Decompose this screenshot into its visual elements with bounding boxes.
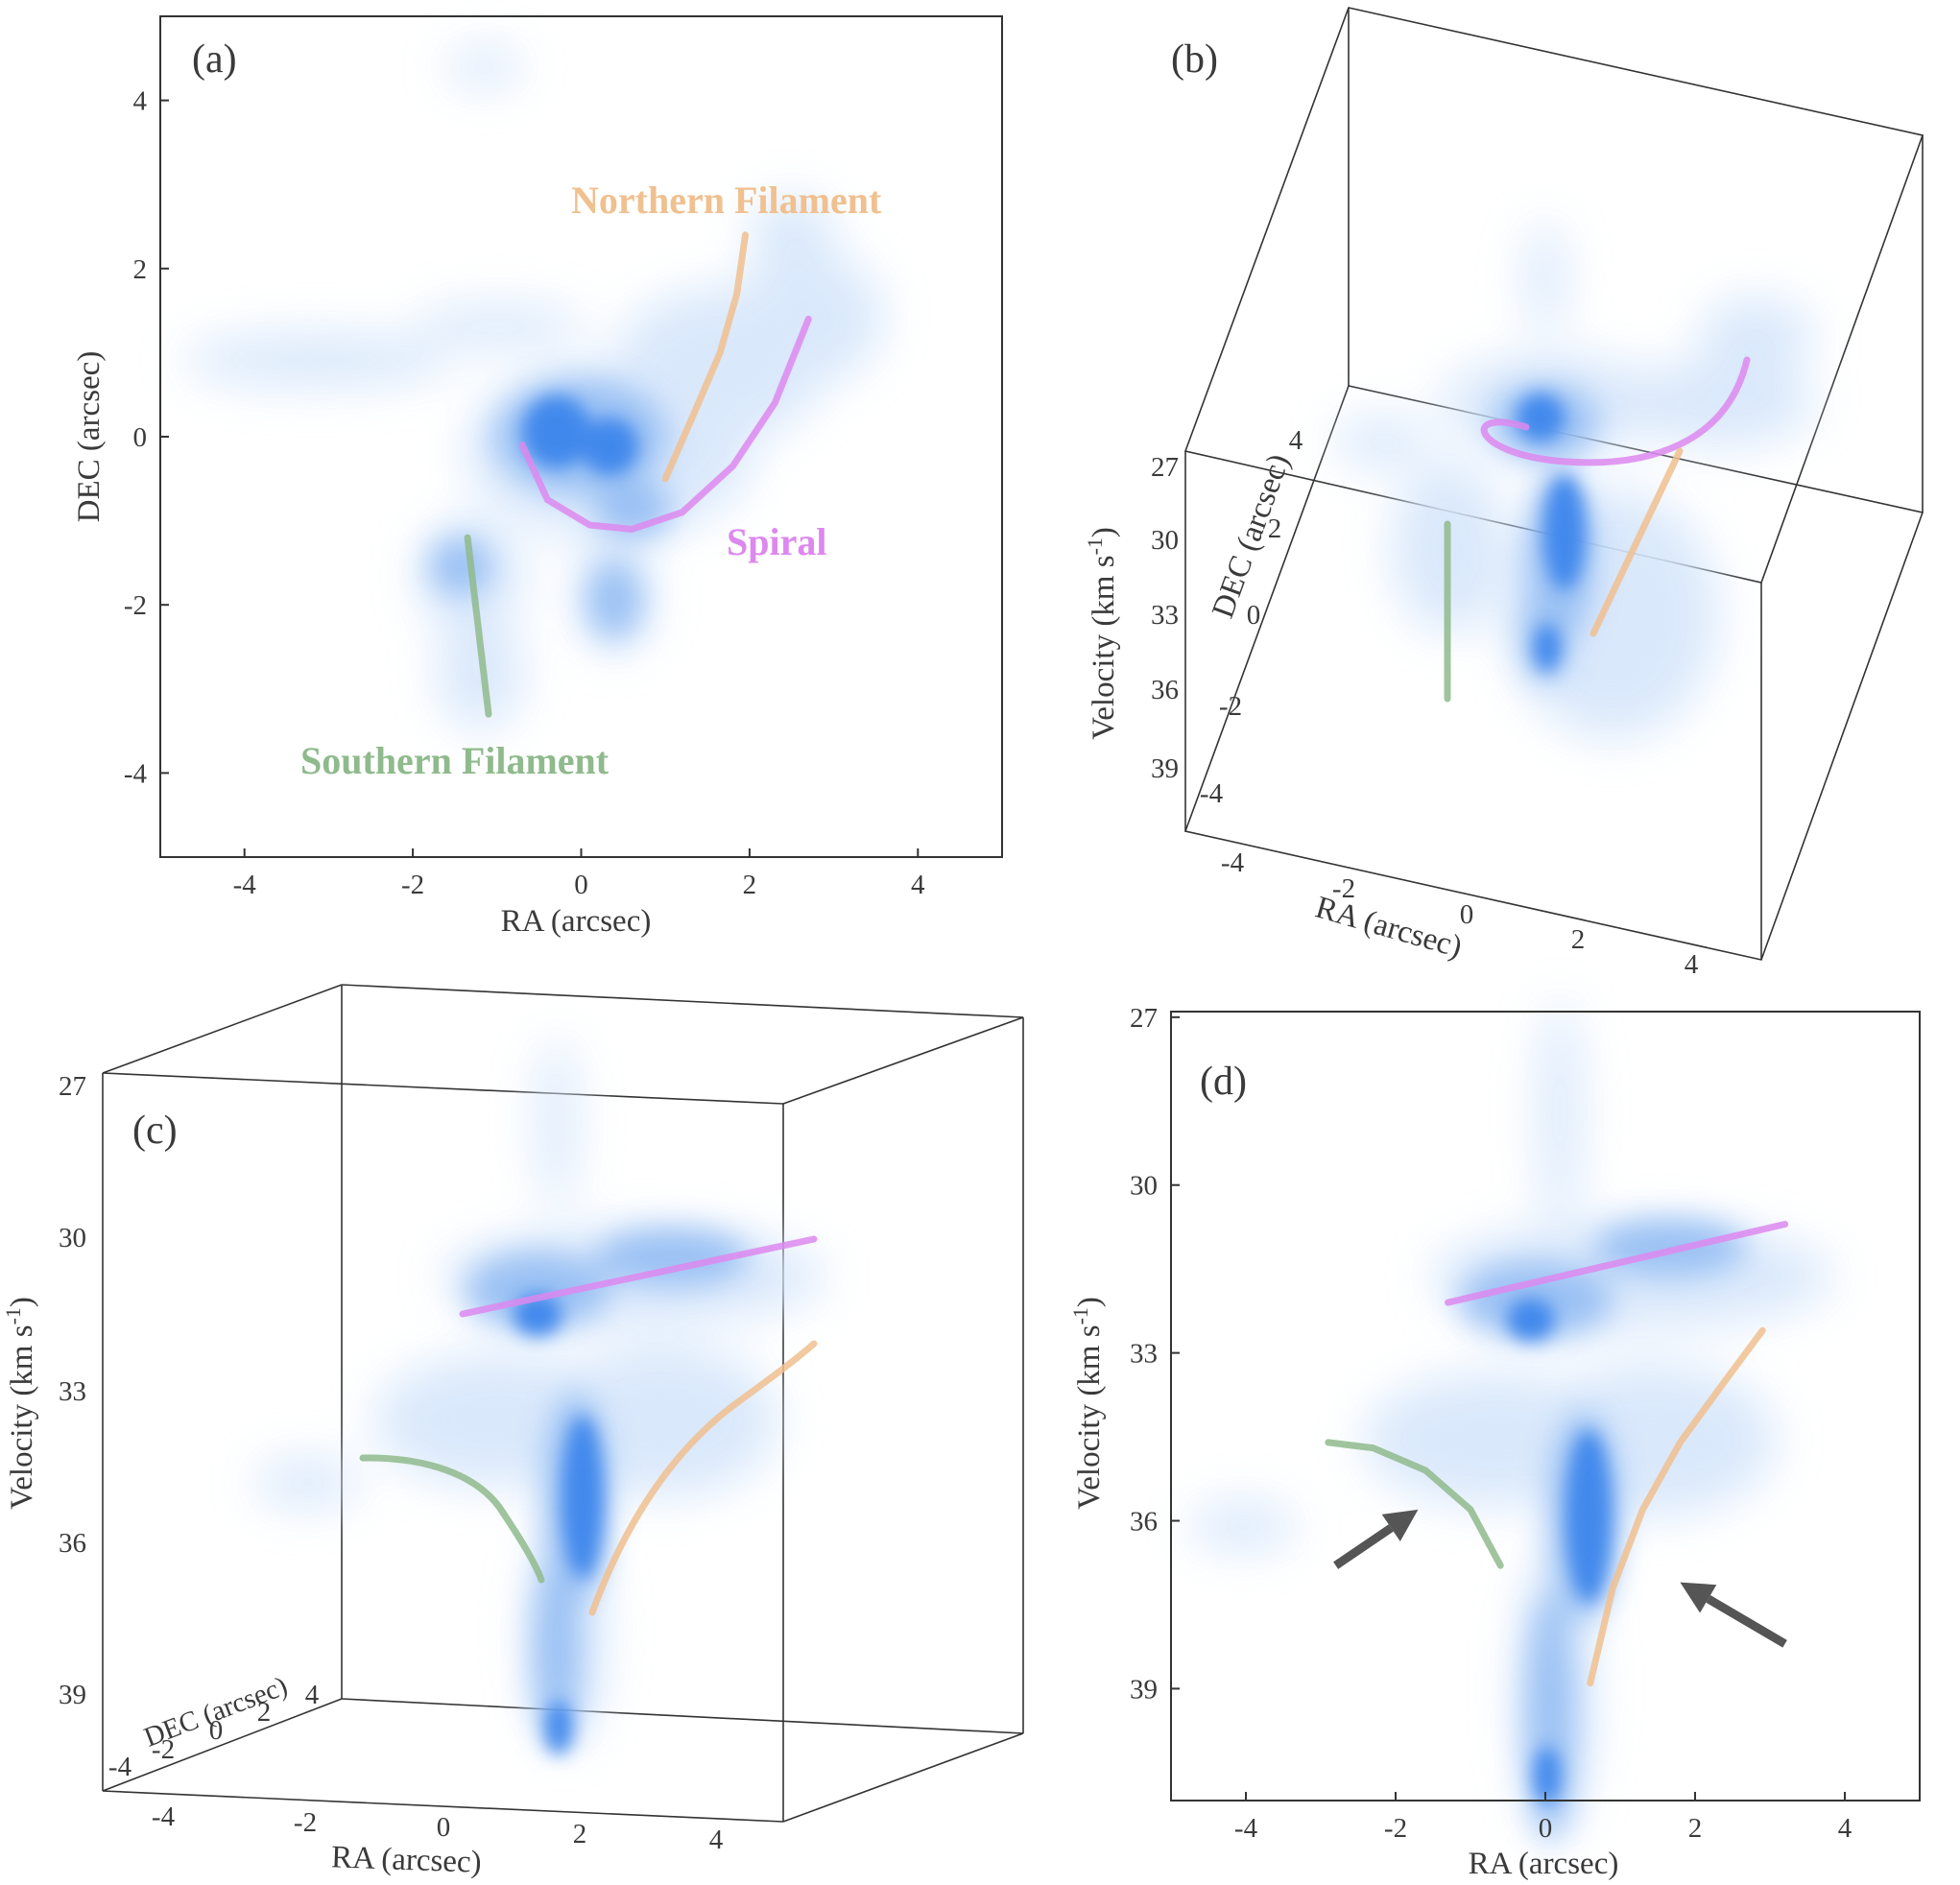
panel-d-xtick-label: -4 [1234, 1813, 1258, 1844]
panel-c-northern-filament-curve [588, 1340, 818, 1616]
panel-b-ylabel: Velocity (km s-1) [1083, 527, 1121, 740]
panel-d-xtick-label: 0 [1539, 1813, 1553, 1844]
panel-b-dec-tick: 0 [1247, 600, 1261, 631]
panel-a-ytick-label: 0 [133, 422, 148, 453]
panel-b-velocity-tick: 33 [1151, 600, 1179, 631]
panel-a-southern-filament-curve [464, 534, 492, 718]
panel-c-velocity-tick: 33 [59, 1376, 86, 1407]
panel-c-ra-tick: 0 [437, 1812, 451, 1843]
panel-d-xtick-label: 4 [1838, 1813, 1852, 1844]
panel-c-dec-tick: -4 [108, 1752, 132, 1782]
panel-d-ytick-label: 36 [1130, 1507, 1158, 1538]
panel-c-dec-tick: 2 [257, 1697, 272, 1728]
panel-b-velocity-tick: 30 [1151, 525, 1179, 556]
spiral-annotation: Spiral [727, 520, 826, 563]
panel-d-arrow-head [1381, 1509, 1419, 1541]
panel-b-label: (b) [1171, 37, 1218, 82]
panel-a-spiral-curve [518, 315, 812, 533]
panel-b-cube-edges [1183, 7, 1924, 961]
panel-a-ytick-label: 2 [133, 254, 148, 285]
panel-d-arrow-shaft [1706, 1594, 1787, 1648]
panel-a-xtick-label: 2 [743, 870, 757, 900]
panel-b-velocity-tick: 27 [1151, 452, 1179, 483]
panel-d-ytick-label: 27 [1130, 1003, 1158, 1034]
panel-c-ra-tick: 4 [709, 1825, 724, 1855]
panel-a-xtick-label: 4 [911, 870, 925, 900]
panel-c-cube-edges [102, 984, 1024, 1823]
panel-a-xlabel: RA (arcsec) [501, 904, 652, 939]
panel-d-ytick-label: 39 [1130, 1674, 1158, 1705]
panel-a-northern-filament-curve [661, 231, 749, 483]
panel-d-emission [1190, 998, 1833, 1843]
panel-c-dec-tick: -2 [152, 1734, 175, 1765]
panel-c-velocity-tick: 27 [59, 1071, 86, 1102]
panel-c-emission [254, 1037, 825, 1754]
panel-c-dec-tick: 0 [209, 1715, 224, 1746]
panel-d-xtick-label: 2 [1688, 1813, 1703, 1844]
panel-d-southern-filament-curve [1325, 1439, 1504, 1569]
panel-b-ra-tick: 2 [1571, 924, 1586, 955]
panel-d-xtick-label: -2 [1384, 1813, 1407, 1844]
panel-a-ylabel: DEC (arcsec) [72, 351, 107, 523]
panel-d-northern-filament-curve [1587, 1326, 1766, 1687]
panel-b-velocity-tick: 39 [1151, 753, 1179, 784]
panel-a: -4 -2 0 2 4 4 2 0 -2 -4 (a) Northern Filament Spi… [72, 15, 1003, 939]
panel-c-velocity-tick: 39 [59, 1680, 86, 1710]
panel-d-label: (d) [1200, 1060, 1247, 1104]
panel-d-arrows [1333, 1509, 1787, 1648]
panel-b-emission [1334, 221, 1814, 739]
panel-a-ticks: -4 -2 0 2 4 4 2 0 -2 -4 [124, 86, 925, 900]
panel-c-velocity-tick: 36 [59, 1528, 86, 1559]
panel-b-ra-tick: 0 [1460, 899, 1474, 930]
southern-filament-annotation: Southern Filament [300, 739, 610, 782]
panel-d-arrow-head [1680, 1582, 1717, 1613]
panel-b-spiral-curve [1480, 356, 1751, 466]
panel-d-ytick-label: 30 [1130, 1171, 1158, 1202]
northern-filament-annotation: Northern Filament [571, 179, 882, 222]
panel-d-xlabel: RA (arcsec) [1469, 1847, 1619, 1881]
panel-c: 27 30 33 36 39 -4 -2 0 2 4 -4 -2 0 2 4 (c) Velocity (k… [1, 984, 1024, 1880]
panel-b-ra-tick: -4 [1221, 847, 1245, 878]
panel-d-spiral-curve [1445, 1221, 1789, 1306]
panel-b-ra-tick: 4 [1685, 949, 1699, 980]
panel-c-velocity-tick: 30 [59, 1223, 86, 1253]
panel-b-xlabel: RA (arcsec) [1311, 890, 1466, 965]
panel-d-arrow-shaft [1333, 1524, 1394, 1569]
panel-b-dec-tick: 4 [1289, 425, 1303, 456]
panel-a-label: (a) [192, 37, 237, 82]
panel-c-xlabel: RA (arcsec) [330, 1840, 482, 1879]
panel-a-ytick-label: -2 [124, 590, 147, 621]
panel-a-ytick-label: 4 [133, 86, 148, 117]
panel-b-ra-tick: -2 [1332, 873, 1355, 904]
panel-b-dec-label: DEC (arcsec) [1206, 449, 1297, 622]
panel-a-emission [182, 48, 883, 729]
panel-b-dec-tick: 2 [1268, 513, 1282, 544]
panel-c-label: (c) [132, 1109, 178, 1153]
panel-a-xtick-label: -2 [401, 870, 424, 900]
panel-a-xtick-label: -4 [233, 870, 257, 900]
panel-d-ylabel: Velocity (km s-1) [1068, 1297, 1107, 1510]
panel-b-velocity-tick: 36 [1151, 675, 1179, 705]
panel-c-southern-filament-curve [359, 1454, 545, 1584]
panel-a-xtick-label: 0 [574, 870, 588, 900]
panel-c-ticks: 27 30 33 36 39 -4 -2 0 2 4 -4 -2 0 2 4 [59, 1071, 724, 1855]
panel-c-dec-tick: 4 [305, 1680, 320, 1710]
panel-c-spiral-curve [459, 1235, 818, 1318]
panel-c-ylabel: Velocity (km s-1) [1, 1297, 39, 1510]
panel-c-ra-tick: -2 [294, 1807, 317, 1838]
panel-c-ra-tick: -4 [152, 1801, 176, 1832]
panel-a-ytick-label: -4 [124, 758, 148, 789]
panel-d-ytick-label: 33 [1130, 1339, 1158, 1370]
panel-b-dec-tick: -2 [1219, 691, 1242, 722]
panel-b-dec-tick: -4 [1200, 778, 1224, 809]
panel-b-northern-filament-curve [1590, 447, 1684, 637]
panel-c-ra-tick: 2 [573, 1819, 587, 1849]
